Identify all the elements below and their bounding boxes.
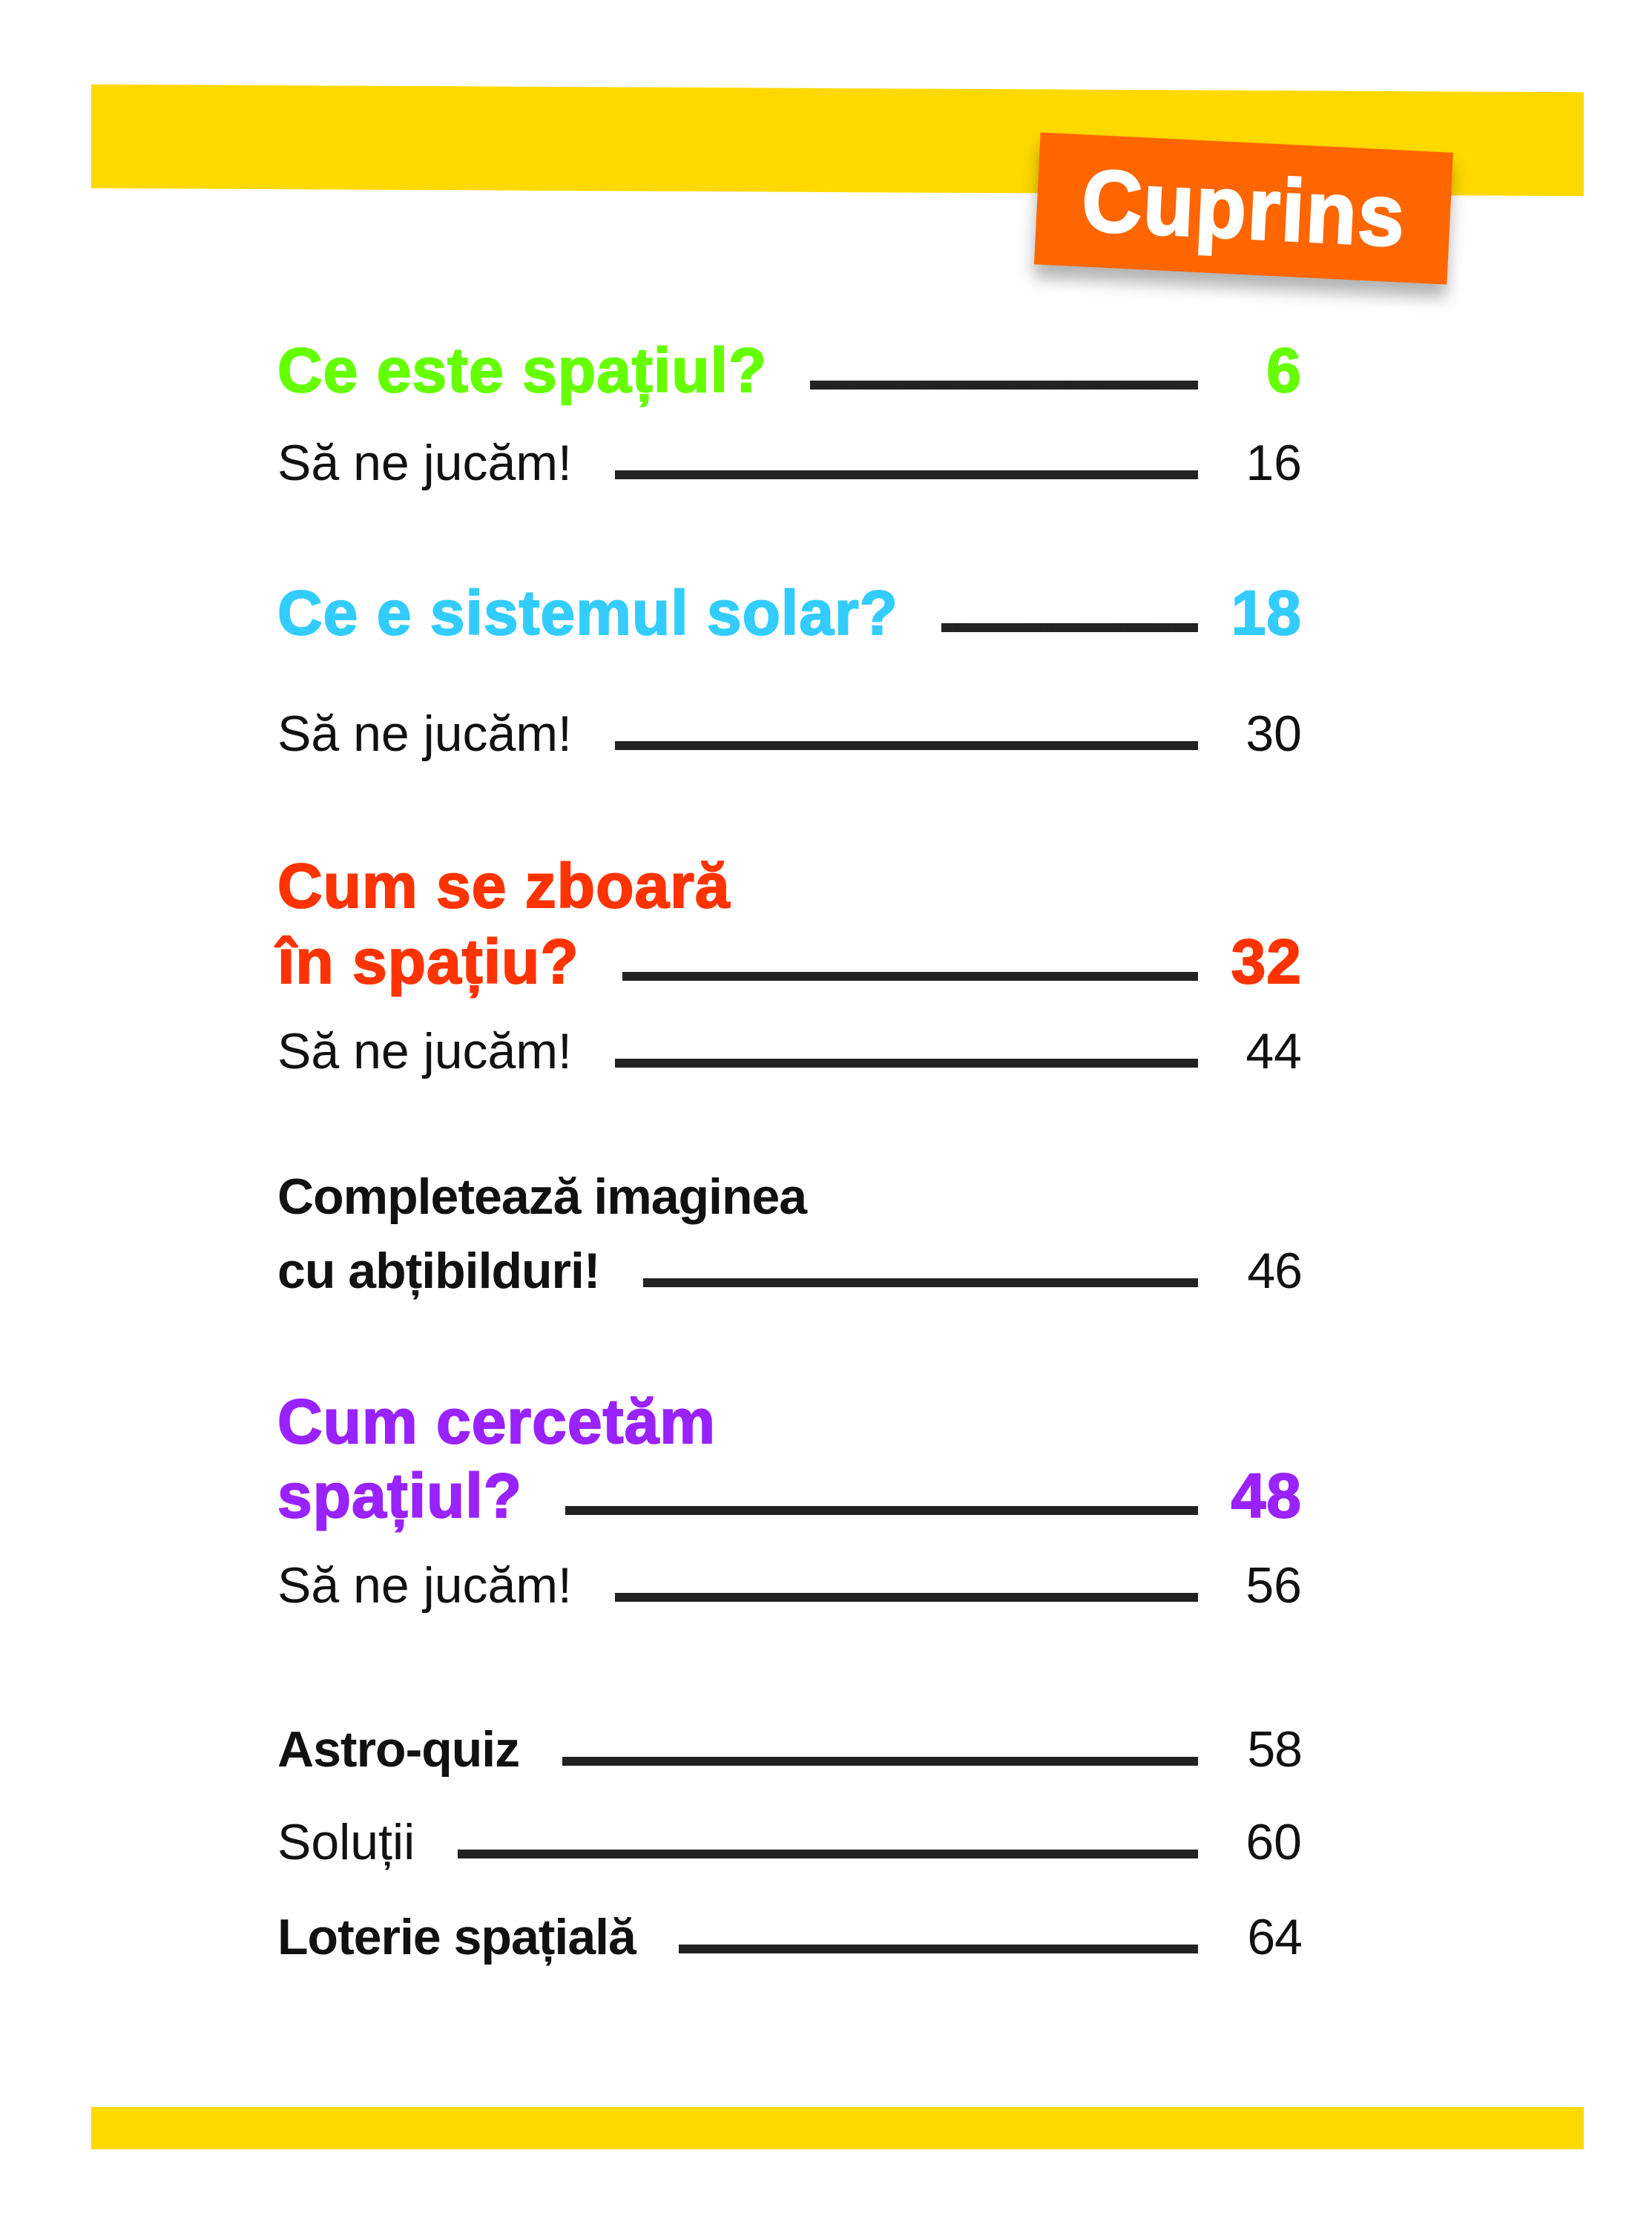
dot-leader xyxy=(642,1278,1198,1287)
entry-label: Soluții xyxy=(277,1814,415,1870)
page-number: 44 xyxy=(1245,1023,1302,1079)
page-number: 16 xyxy=(1245,435,1302,491)
entry-label-line1: Cum cercetăm xyxy=(277,1386,716,1457)
page-title: Cuprins xyxy=(1079,151,1409,266)
toc-entry-solutions[interactable]: Soluții 60 xyxy=(277,1812,1302,1872)
dot-leader xyxy=(565,1506,1198,1515)
toc-entry-chapter-2[interactable]: Ce e sistemul solar? 18 xyxy=(277,577,1302,648)
entry-label: spațiul? xyxy=(277,1460,523,1531)
toc-entry-chapter-1[interactable]: Ce este spațiul? 6 xyxy=(277,335,1302,406)
page-number: 32 xyxy=(1231,926,1302,997)
entry-label: Să ne jucăm! xyxy=(277,1557,572,1614)
entry-label-line1: Cum se zboară xyxy=(277,850,731,921)
title-label: Cuprins xyxy=(1033,132,1454,285)
page-number: 64 xyxy=(1247,1909,1303,1965)
entry-label: Loterie spațială xyxy=(277,1909,636,1965)
dot-leader xyxy=(562,1757,1198,1766)
dot-leader xyxy=(614,741,1198,750)
page-number: 30 xyxy=(1245,706,1302,762)
page-number: 46 xyxy=(1247,1243,1303,1299)
toc-entry-game-2[interactable]: Să ne jucăm! 30 xyxy=(277,704,1302,763)
entry-label: Astro-quiz xyxy=(277,1721,520,1778)
toc-entry-astro-quiz[interactable]: Astro-quiz 58 xyxy=(277,1720,1303,1779)
entry-label: în spațiu? xyxy=(277,926,579,997)
toc-entry-game-4[interactable]: Să ne jucăm! 56 xyxy=(277,1556,1302,1615)
entry-label: Ce este spațiul? xyxy=(277,335,768,406)
dot-leader xyxy=(614,1059,1198,1068)
dot-leader xyxy=(941,623,1198,632)
bottom-decorative-band xyxy=(91,2107,1584,2149)
dot-leader xyxy=(458,1850,1198,1858)
page-number: 60 xyxy=(1245,1814,1302,1870)
toc-entry-lottery[interactable]: Loterie spațială 64 xyxy=(277,1907,1303,1967)
entry-label: cu abțibilduri! xyxy=(277,1243,601,1299)
entry-label: Să ne jucăm! xyxy=(277,1023,572,1079)
page-number: 58 xyxy=(1247,1721,1303,1778)
dot-leader xyxy=(614,470,1198,479)
toc-entry-stickers[interactable]: cu abțibilduri! 46 xyxy=(277,1241,1303,1301)
entry-label: Ce e sistemul solar? xyxy=(277,577,898,648)
toc-entry-game-3[interactable]: Să ne jucăm! 44 xyxy=(277,1022,1302,1081)
page-number: 6 xyxy=(1266,335,1302,406)
toc-entry-chapter-3[interactable]: în spațiu? 32 xyxy=(277,926,1302,997)
dot-leader xyxy=(614,1593,1198,1602)
dot-leader xyxy=(810,381,1198,389)
entry-label: Să ne jucăm! xyxy=(277,706,572,762)
entry-label-line1: Completează imaginea xyxy=(277,1168,807,1225)
page-number: 56 xyxy=(1245,1557,1302,1614)
dot-leader xyxy=(622,972,1198,981)
entry-label: Să ne jucăm! xyxy=(277,435,572,491)
toc-entry-chapter-4[interactable]: spațiul? 48 xyxy=(277,1460,1302,1531)
page-number: 48 xyxy=(1231,1460,1302,1531)
page-number: 18 xyxy=(1231,577,1302,648)
dot-leader xyxy=(678,1945,1198,1953)
toc-entry-game-1[interactable]: Să ne jucăm! 16 xyxy=(277,433,1302,493)
